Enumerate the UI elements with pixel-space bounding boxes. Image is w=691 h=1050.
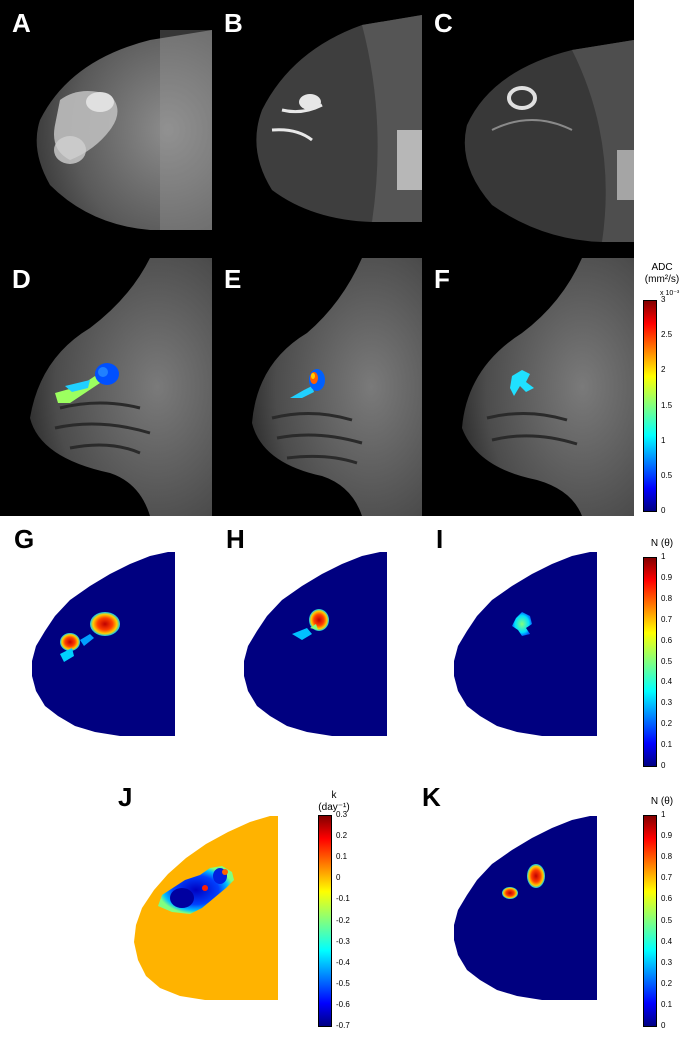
n-k-tick-label: 0.1	[661, 999, 673, 1009]
k-tick-label: 0.3	[336, 810, 348, 819]
panel-c-mri-image	[464, 40, 634, 242]
panel-b-mri-image	[256, 15, 422, 222]
panel-k: K	[422, 780, 634, 1030]
k-title-line2: (day⁻¹)	[318, 802, 350, 813]
n-ghi-tick-label: 0.3	[661, 698, 673, 708]
n-ghi-tick-label: 0.2	[661, 719, 673, 729]
k-colorbar-title: k (day⁻¹)	[306, 790, 362, 814]
k-colorbar-gradient	[318, 815, 332, 1027]
panel-i-map	[454, 552, 597, 736]
k-tick-label: -0.7	[336, 1021, 350, 1030]
panel-a: A	[0, 0, 212, 258]
n-k-colorbar-gradient	[643, 815, 657, 1027]
adc-tick-label: 1.5	[661, 400, 673, 410]
panel-label-b: B	[224, 8, 243, 38]
k-tick-label: 0.2	[336, 831, 348, 841]
adc-tick-label: 0	[661, 506, 666, 515]
n-ghi-tick-label: 0.1	[661, 740, 673, 750]
n-ghi-tick-label: 0.6	[661, 635, 673, 645]
panel-j: J	[110, 780, 310, 1030]
panel-g: G	[0, 516, 212, 766]
n-k-colorbar-title: N (θ)	[650, 796, 674, 807]
panel-label-g: G	[14, 524, 35, 554]
panel-f: F	[422, 258, 634, 516]
k-tick-label: -0.5	[336, 978, 350, 988]
n-k-tick-label: 0.8	[661, 852, 673, 862]
panel-f-adc-overlay-image	[462, 258, 634, 516]
n-k-tick-label: 0.6	[661, 894, 673, 904]
panel-b: B	[212, 0, 422, 258]
adc-title-line2: (mm²/s)	[644, 274, 680, 285]
panel-c: C	[422, 0, 634, 258]
k-tick-label: 0.1	[336, 852, 348, 862]
n-k-tick-label: 0.4	[661, 936, 673, 946]
panel-i: I	[422, 516, 634, 766]
adc-colorbar-title: ADC (mm²/s)	[636, 262, 688, 286]
panel-label-h: H	[226, 524, 245, 554]
k-tick-label: -0.4	[336, 957, 350, 967]
adc-multiplier: x 10⁻³	[660, 290, 680, 297]
adc-colorbar-gradient	[643, 300, 657, 512]
adc-tick-label: 0.5	[661, 470, 673, 480]
adc-tick-label: 2	[661, 365, 666, 375]
n-ghi-tick-label: 0.7	[661, 614, 673, 624]
panel-k-map	[454, 816, 597, 1000]
adc-tick-label: 1	[661, 435, 666, 445]
k-tick-label: -0.3	[336, 936, 350, 946]
n-ghi-tick-label: 1	[661, 552, 666, 561]
k-tick-label: -0.2	[336, 915, 350, 925]
n-k-tick-label: 1	[661, 810, 666, 819]
panel-label-i: I	[436, 524, 444, 554]
panel-label-e: E	[224, 264, 242, 294]
panel-label-j: J	[118, 782, 133, 812]
n-k-tick-label: 0.3	[661, 957, 673, 967]
k-tick-label: -0.6	[336, 999, 350, 1009]
adc-title-line1: ADC	[651, 262, 673, 273]
panel-h: H	[212, 516, 422, 766]
panel-a-mri-image	[36, 30, 212, 230]
panel-g-map	[32, 552, 175, 736]
n-ghi-tick-label: 0	[661, 761, 666, 770]
panel-j-map	[134, 816, 278, 1000]
panel-h-map	[244, 552, 387, 736]
panel-label-d: D	[12, 264, 31, 294]
panel-e-adc-overlay-image	[252, 258, 422, 516]
panel-d: D	[0, 258, 212, 516]
n-ghi-tick-label: 0.9	[661, 572, 673, 582]
panel-label-c: C	[434, 8, 453, 38]
n-k-tick-label: 0.9	[661, 831, 673, 841]
n-ghi-tick-label: 0.8	[661, 593, 673, 603]
adc-tick-label: 2.5	[661, 330, 673, 340]
n-ghi-colorbar-gradient	[643, 557, 657, 767]
n-ghi-tick-label: 0.4	[661, 677, 673, 687]
n-k-tick-label: 0.2	[661, 978, 673, 988]
n-k-tick-label: 0.5	[661, 915, 673, 925]
panel-d-adc-overlay-image	[30, 258, 212, 516]
panel-label-f: F	[434, 264, 450, 294]
n-k-tick-label: 0	[661, 1021, 666, 1030]
n-k-tick-label: 0.7	[661, 873, 673, 883]
panel-label-k: K	[422, 782, 441, 812]
k-title-line1: k	[331, 790, 337, 801]
adc-tick-label: 3	[661, 295, 666, 304]
panel-label-a: A	[12, 8, 31, 38]
k-tick-label: 0	[336, 873, 341, 883]
n-ghi-tick-label: 0.5	[661, 656, 673, 666]
n-ghi-colorbar-title: N (θ)	[650, 538, 674, 549]
k-tick-label: -0.1	[336, 894, 350, 904]
panel-e: E	[212, 258, 422, 516]
